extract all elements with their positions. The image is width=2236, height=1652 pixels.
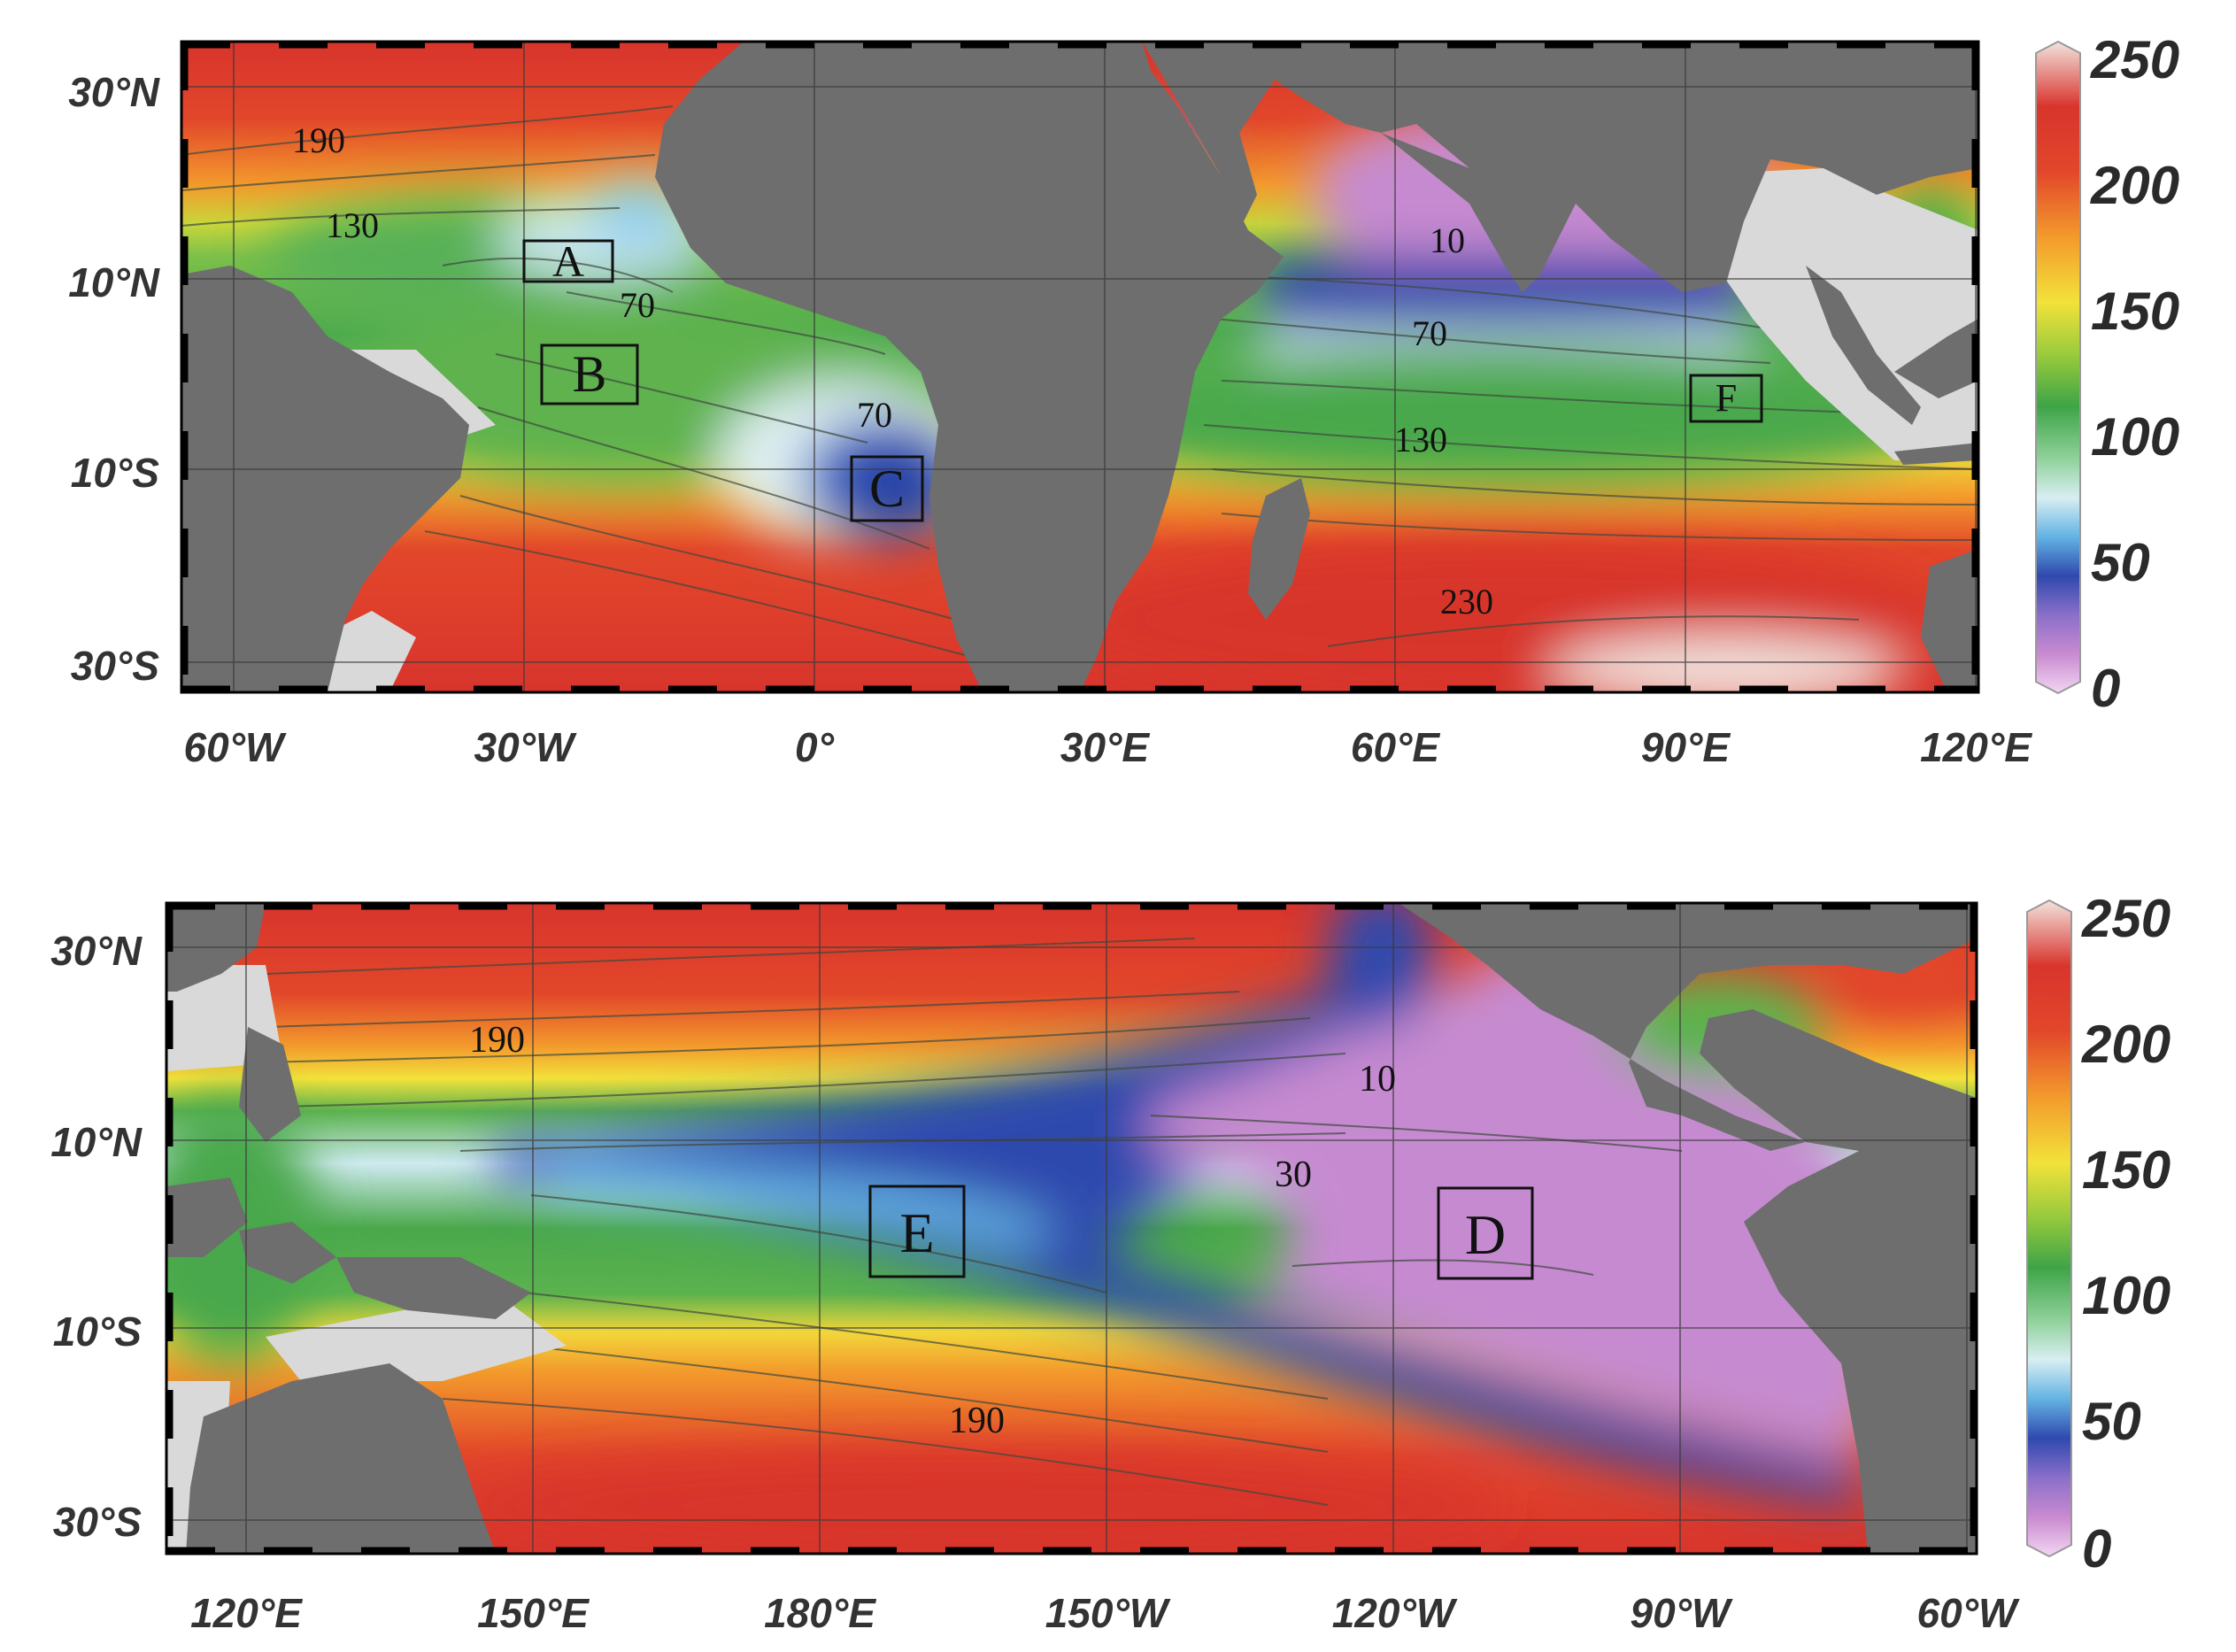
colorbar-tick: 150	[2091, 282, 2179, 341]
map-pacific: 190 10 30 190 E D 30°N 10°N 10°S 30°S 12…	[50, 889, 2170, 1636]
contour-label: 70	[620, 285, 655, 325]
x-tick: 0°	[795, 724, 835, 770]
x-tick: 60°E	[1351, 724, 1441, 770]
regions-map2: E D	[868, 1185, 1534, 1280]
contour-label: 130	[1394, 420, 1447, 459]
region-label-a: A	[552, 236, 584, 286]
x-tick: 120°W	[1332, 1590, 1458, 1636]
colorbar-tick: 250	[2090, 30, 2179, 89]
x-tick: 150°W	[1045, 1590, 1171, 1636]
contour-label: 230	[1440, 582, 1493, 621]
colorbar-tick: 250	[2081, 889, 2170, 948]
contour-label: 30	[1275, 1154, 1312, 1195]
y-tick: 30°S	[53, 1499, 143, 1545]
colorbar-tick: 150	[2082, 1140, 2170, 1200]
gridlines-map2	[166, 903, 1977, 1554]
y-tick: 30°N	[50, 928, 143, 974]
region-box-a	[522, 239, 614, 283]
frame-map1	[180, 40, 1980, 694]
land-map1	[181, 42, 1978, 692]
x-tick: 60°W	[184, 724, 288, 770]
region-box-f	[1689, 374, 1763, 423]
colorbar-tick: 50	[2091, 533, 2150, 592]
region-box-d	[1437, 1186, 1534, 1280]
colorbar-tick: 100	[2091, 407, 2179, 467]
y-tick: 10°S	[53, 1308, 143, 1355]
contours-map2	[265, 938, 1683, 1506]
x-tick: 120°E	[190, 1590, 303, 1636]
colorbar-2-bar	[2026, 899, 2072, 1558]
region-label-f: F	[1716, 376, 1737, 420]
y-ticks-map2: 30°N 10°N 10°S 30°S	[50, 928, 143, 1545]
contour-label: 70	[857, 395, 892, 435]
region-box-e	[868, 1185, 966, 1278]
x-ticks-map1: 60°W 30°W 0° 30°E 60°E 90°E 120°E	[184, 724, 2033, 770]
frame-map2	[165, 901, 1978, 1556]
contour-label: 130	[326, 205, 379, 245]
region-box-c	[850, 455, 924, 522]
colorbar-tick: 100	[2082, 1266, 2170, 1325]
colorbar-tick: 200	[2090, 156, 2179, 215]
y-tick: 10°N	[50, 1119, 143, 1165]
contour-label: 10	[1430, 220, 1465, 260]
x-tick: 90°W	[1631, 1590, 1734, 1636]
x-tick: 120°E	[1920, 724, 2032, 770]
y-tick: 30°N	[68, 69, 160, 115]
colorbar-tick: 0	[2091, 659, 2120, 718]
x-tick: 150°E	[477, 1590, 590, 1636]
colorbar-tick: 200	[2081, 1015, 2170, 1074]
regions-map1: A B C F	[522, 236, 1763, 522]
colorbar-tick: 50	[2082, 1392, 2141, 1451]
x-tick: 60°W	[1917, 1590, 2021, 1636]
contour-labels-map2: 190 10 30 190	[469, 1020, 1396, 1441]
contour-label: 190	[949, 1401, 1005, 1441]
y-tick: 10°S	[71, 450, 160, 496]
x-tick: 30°W	[474, 724, 578, 770]
x-tick: 90°E	[1641, 724, 1731, 770]
region-label-e: E	[899, 1201, 934, 1264]
y-ticks-map1: 30°N 10°N 10°S 30°S	[68, 69, 160, 689]
contour-label: 190	[292, 120, 345, 160]
region-label-b: B	[573, 345, 607, 403]
map-atlantic-indian: 190 130 70 70 10 70 130 230 A B C F 30°N…	[68, 30, 2179, 770]
x-ticks-map2: 120°E 150°E 180°E 150°W 120°W 90°W 60°W	[190, 1590, 2020, 1636]
y-tick: 10°N	[68, 259, 160, 305]
colorbar-tick: 0	[2082, 1519, 2111, 1579]
x-tick: 30°E	[1060, 724, 1151, 770]
contours-map1	[181, 105, 1978, 656]
contour-label: 70	[1412, 313, 1447, 353]
colorbar-2: 250 200 150 100 50 0	[2026, 889, 2170, 1579]
contour-label: 10	[1359, 1059, 1396, 1100]
region-label-c: C	[869, 459, 905, 518]
region-label-d: D	[1465, 1203, 1506, 1266]
colorbar-1: 250 200 150 100 50 0	[2035, 30, 2179, 718]
region-box-b	[540, 344, 639, 405]
y-tick: 30°S	[71, 643, 160, 689]
colorbar-1-bar	[2035, 40, 2081, 695]
contour-label: 190	[469, 1020, 525, 1061]
contour-labels-map1: 190 130 70 70 10 70 130 230	[292, 120, 1493, 621]
x-tick: 180°E	[764, 1590, 876, 1636]
